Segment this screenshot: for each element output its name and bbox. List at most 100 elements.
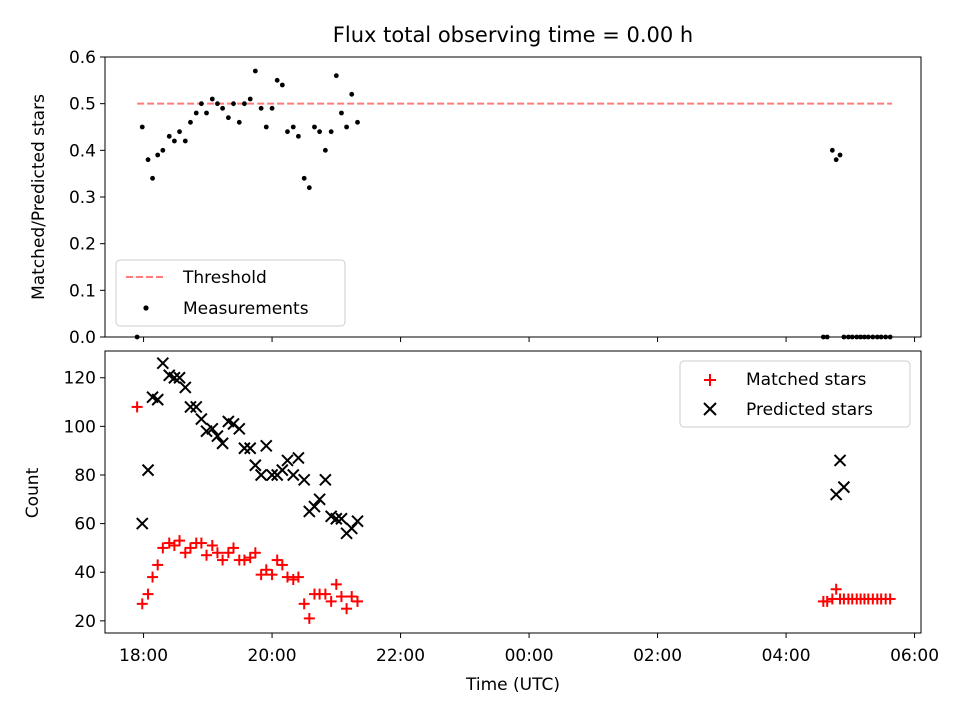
measurement-point [285, 129, 290, 135]
ratio-axes: 0.0 0.1 0.2 0.3 0.4 0.5 0.6 [69, 48, 916, 348]
ratio-y-tick-label: 0.6 [69, 48, 96, 68]
measurement-point [225, 115, 231, 121]
ratio-panel: 0.0 0.1 0.2 0.3 0.4 0.5 0.6 Flux total observi… [29, 23, 922, 348]
predicted-star-point [335, 512, 348, 525]
measurement-point [204, 110, 209, 116]
matched-stars-legend-label: Matched stars [746, 370, 866, 390]
measurement-point [312, 124, 317, 130]
matched-star-point [249, 547, 261, 559]
ratio-y-tick-label: 0.4 [69, 141, 96, 161]
predicted-star-point [141, 463, 155, 477]
predicted-star-point [281, 454, 294, 467]
measurement-point [269, 105, 275, 111]
measurement-point [339, 110, 344, 116]
matched-star-point [821, 595, 833, 607]
measurement-point [215, 101, 220, 107]
ratio-legend: Threshold Measurements [115, 259, 346, 327]
count-y-tick-label: 120 [64, 369, 96, 389]
matched-star-point [168, 539, 180, 551]
count-axes: 20 40 60 80 100 120 18:00 20:00 22:00 00:00 02:00 0… [64, 369, 940, 666]
matched-star-point [147, 571, 159, 583]
measurement-point [160, 147, 166, 153]
count-y-tick-label: 20 [74, 612, 96, 632]
count-x-tick-label: 04:00 [762, 646, 811, 666]
measurement-point [155, 152, 161, 158]
predicted-stars-legend-swatch [703, 402, 717, 416]
measurement-point [171, 138, 177, 144]
predicted-star-point [190, 400, 203, 414]
x-axis-label: Time (UTC) [465, 675, 560, 695]
predicted-star-point [206, 422, 219, 436]
matched-star-point [346, 591, 358, 603]
predicted-star-point [287, 468, 300, 482]
matched-star-point [157, 542, 169, 554]
matched-star-point [152, 559, 164, 571]
matched-star-point [325, 595, 337, 607]
predicted-stars-legend-label: Predicted stars [746, 400, 873, 420]
matched-star-point [228, 542, 240, 554]
matched-star-point [330, 578, 342, 590]
count-y-axis-label: Count [23, 467, 43, 518]
measurement-point [290, 124, 296, 130]
measurement-point [145, 157, 151, 163]
matched-star-point [298, 598, 310, 610]
predicted-star-point [297, 473, 311, 487]
matched-star-point [830, 583, 842, 595]
measurement-point [150, 175, 155, 181]
measurement-point [274, 77, 280, 83]
predicted-star-point [833, 454, 847, 467]
predicted-star-point [244, 442, 257, 455]
ratio-y-tick-label: 0.3 [69, 188, 96, 208]
predicted-star-point [313, 493, 326, 506]
predicted-star-point [168, 371, 181, 384]
predicted-star-point [260, 439, 273, 453]
predicted-star-point [211, 429, 224, 443]
threshold-legend-label: Threshold [182, 268, 267, 288]
predicted-star-point [238, 442, 251, 455]
predicted-star-point [184, 400, 197, 414]
predicted-star-point [136, 517, 149, 530]
measurement-point [209, 96, 215, 102]
predicted-star-point [156, 356, 170, 370]
measurement-point [236, 119, 242, 125]
measurement-point [139, 124, 145, 130]
matched-star-point [281, 571, 293, 583]
predicted-star-point [173, 371, 186, 384]
predicted-star-point [249, 459, 262, 472]
count-x-tick-label: 00:00 [505, 646, 554, 666]
matched-star-point [884, 593, 896, 605]
measurement-point [166, 133, 172, 139]
matched-star-point [136, 598, 148, 610]
count-x-tick-label: 22:00 [376, 646, 425, 666]
ratio-y-tick-label: 0.1 [69, 281, 96, 301]
matched-star-point [184, 542, 196, 554]
measurement-point [220, 105, 225, 111]
count-x-tick-label: 20:00 [248, 646, 297, 666]
matched-star-point [142, 588, 154, 600]
matched-star-point [335, 591, 347, 603]
matched-star-point [266, 569, 278, 581]
matched-star-point [211, 547, 223, 559]
matched-star-point [341, 603, 353, 615]
measurement-point [231, 101, 236, 107]
count-legend-box [679, 360, 911, 428]
measurement-point [198, 101, 204, 107]
predicted-star-point [233, 422, 246, 436]
count-y-tick-label: 60 [74, 515, 96, 535]
measurement-point [833, 157, 839, 163]
measurements-legend-swatch [143, 305, 149, 311]
count-x-tick-label: 18:00 [119, 646, 168, 666]
measurement-point [177, 129, 182, 135]
count-x-tick-label: 06:00 [890, 646, 939, 666]
predicted-star-point [195, 412, 208, 426]
matched-star-point [276, 559, 288, 571]
count-axes-frame [104, 350, 922, 634]
matched-star-point [179, 547, 191, 559]
measurement-point [322, 147, 328, 153]
count-y-tick-label: 100 [64, 417, 96, 437]
matched-star-point [131, 401, 143, 413]
predicted-star-point [351, 514, 364, 528]
measurement-point [328, 129, 334, 135]
count-x-tick-label: 02:00 [633, 646, 682, 666]
predicted-star-point [837, 480, 851, 494]
